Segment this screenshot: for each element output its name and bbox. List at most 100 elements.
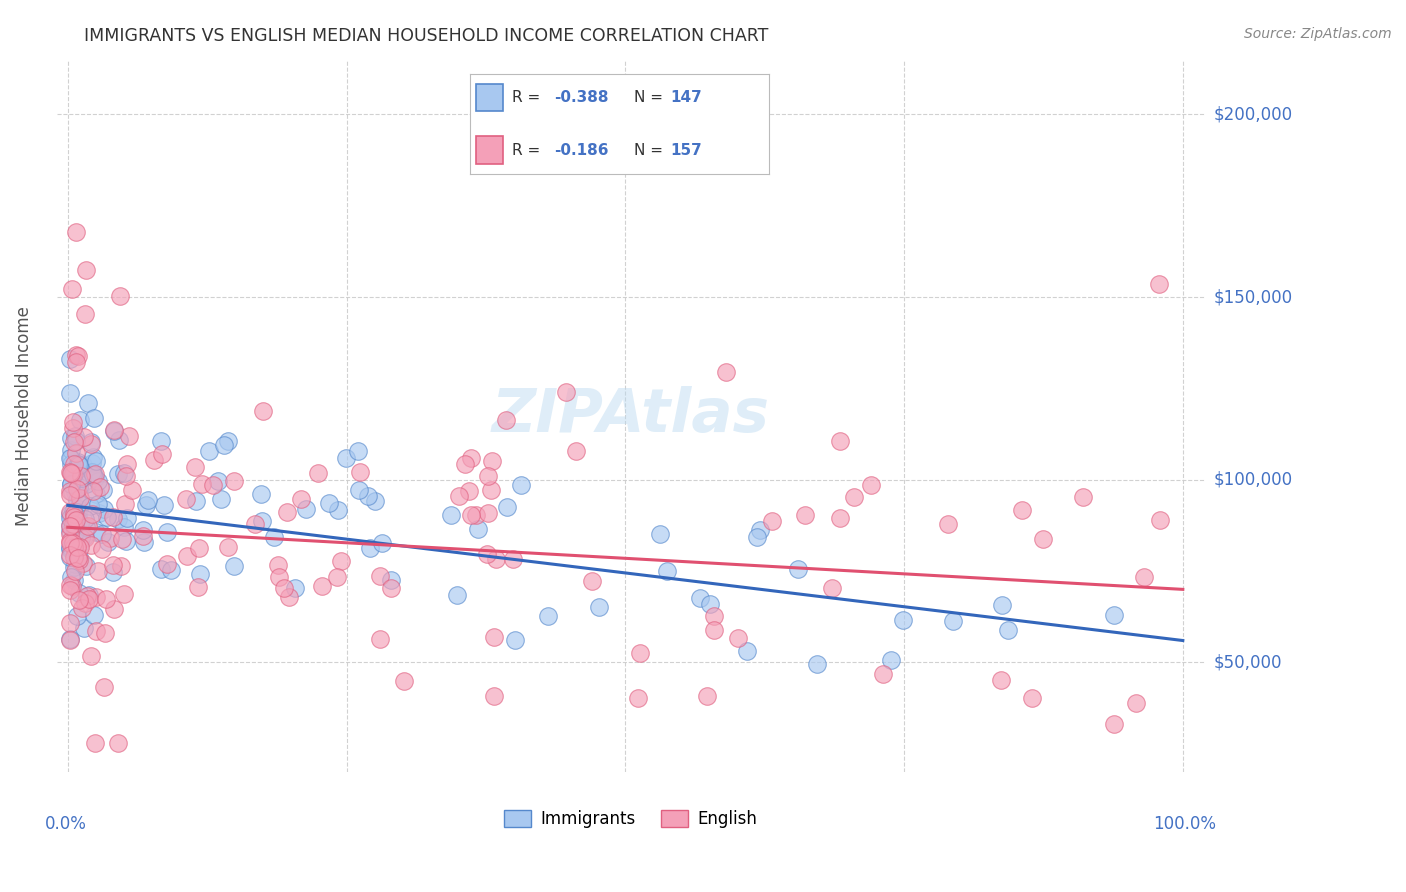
Point: [186, 494, 208, 508]
Point: [266, 558, 288, 572]
Point: [307, 466, 329, 480]
Point: [156, 524, 179, 539]
Point: [495, 500, 517, 514]
Point: [990, 598, 1012, 612]
Point: [190, 477, 212, 491]
Point: [84, 624, 107, 638]
Point: [69, 413, 91, 427]
Point: [77, 518, 100, 533]
Point: [65, 512, 87, 526]
Point: [347, 443, 370, 458]
Point: [59, 616, 82, 631]
Point: [703, 623, 725, 637]
Point: [60, 579, 83, 593]
Point: [59, 385, 82, 400]
Point: [103, 602, 125, 616]
Point: [110, 558, 132, 573]
Point: [440, 508, 463, 523]
Point: [66, 540, 89, 554]
Point: [70, 601, 93, 615]
Legend: Immigrants, English: Immigrants, English: [498, 804, 765, 835]
Point: [252, 404, 274, 418]
Point: [83, 411, 105, 425]
Point: [821, 582, 844, 596]
Point: [1125, 696, 1147, 710]
Point: [150, 447, 173, 461]
Point: [110, 532, 132, 546]
Point: [101, 558, 124, 572]
Point: [84, 487, 107, 501]
Point: [59, 541, 82, 555]
Point: [60, 451, 83, 466]
Point: [347, 483, 370, 497]
Point: [793, 508, 815, 522]
Point: [65, 517, 87, 532]
Point: [657, 564, 679, 578]
Point: [75, 477, 97, 491]
Point: [87, 497, 110, 511]
Point: [70, 471, 93, 485]
Point: [243, 517, 266, 532]
Point: [380, 573, 402, 587]
Point: [67, 508, 90, 522]
Point: [716, 365, 738, 379]
Text: 0.0%: 0.0%: [45, 814, 87, 833]
Point: [891, 613, 914, 627]
Point: [59, 632, 82, 647]
Point: [454, 457, 477, 471]
Point: [65, 348, 87, 362]
Point: [67, 549, 90, 564]
Point: [98, 531, 121, 545]
Point: [936, 516, 959, 531]
Point: [565, 443, 588, 458]
Point: [156, 557, 179, 571]
Point: [69, 491, 91, 505]
Point: [72, 430, 94, 444]
Point: [176, 549, 198, 564]
Point: [627, 690, 650, 705]
Point: [63, 565, 86, 579]
Point: [59, 570, 82, 584]
Point: [90, 527, 112, 541]
Point: [73, 531, 96, 545]
Point: [82, 456, 104, 470]
Point: [290, 492, 312, 507]
Point: [371, 536, 394, 550]
Point: [132, 529, 155, 543]
Point: [87, 474, 110, 488]
Point: [648, 527, 671, 541]
Point: [727, 631, 749, 645]
Point: [828, 434, 851, 448]
Point: [132, 523, 155, 537]
Point: [60, 485, 83, 500]
Point: [80, 435, 103, 450]
Point: [1102, 717, 1125, 731]
Point: [82, 483, 104, 498]
Point: [59, 519, 82, 533]
Point: [485, 552, 508, 566]
Point: [80, 465, 103, 479]
Point: [446, 588, 468, 602]
Point: [761, 514, 783, 528]
Point: [59, 505, 82, 519]
Point: [222, 558, 245, 573]
Point: [115, 510, 138, 524]
Point: [217, 434, 239, 448]
Point: [67, 592, 90, 607]
Point: [844, 490, 866, 504]
Point: [93, 680, 115, 694]
Point: [59, 548, 82, 562]
Point: [67, 502, 90, 516]
Point: [318, 496, 340, 510]
Point: [284, 582, 307, 596]
Point: [112, 586, 135, 600]
Point: [394, 673, 416, 688]
Point: [1071, 490, 1094, 504]
Point: [277, 591, 299, 605]
Point: [59, 549, 82, 564]
Point: [59, 577, 82, 591]
Point: [477, 468, 499, 483]
Point: [115, 458, 138, 472]
Point: [82, 450, 104, 464]
Point: [479, 483, 502, 497]
